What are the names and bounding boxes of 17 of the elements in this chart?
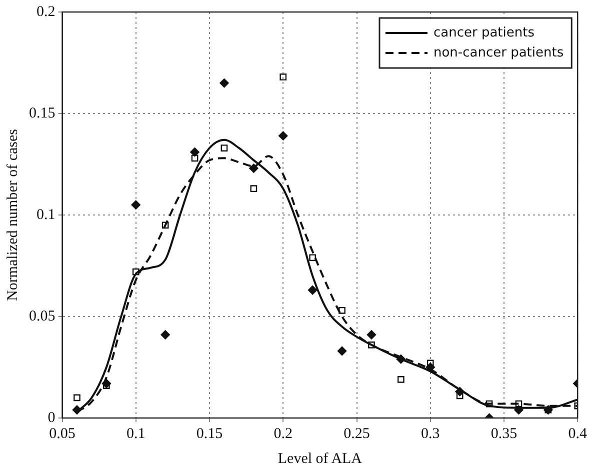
x-axis-title: Level of ALA — [278, 450, 362, 467]
y-tick-label: 0.15 — [29, 105, 56, 122]
legend-label: non-cancer patients — [433, 45, 564, 60]
y-tick-label: 0 — [48, 410, 56, 426]
x-tick-label: 0.3 — [421, 426, 440, 442]
x-tick-label: 0.35 — [490, 426, 518, 442]
y-tick-label: 0.2 — [36, 4, 56, 20]
y-tick-label: 0.1 — [36, 206, 56, 223]
y-axis-title: Normalized number of cases — [4, 128, 21, 302]
x-tick-label: 0.25 — [344, 426, 370, 442]
x-tick-label: 0.2 — [274, 426, 292, 442]
y-tick-label: 0.05 — [29, 308, 56, 324]
x-tick-label: 0.4 — [568, 426, 588, 442]
x-tick-label: 0.1 — [126, 426, 146, 442]
legend-label: cancer patients — [433, 25, 535, 40]
x-tick-label: 0.15 — [196, 426, 223, 442]
x-tick-label: 0.05 — [49, 426, 76, 442]
